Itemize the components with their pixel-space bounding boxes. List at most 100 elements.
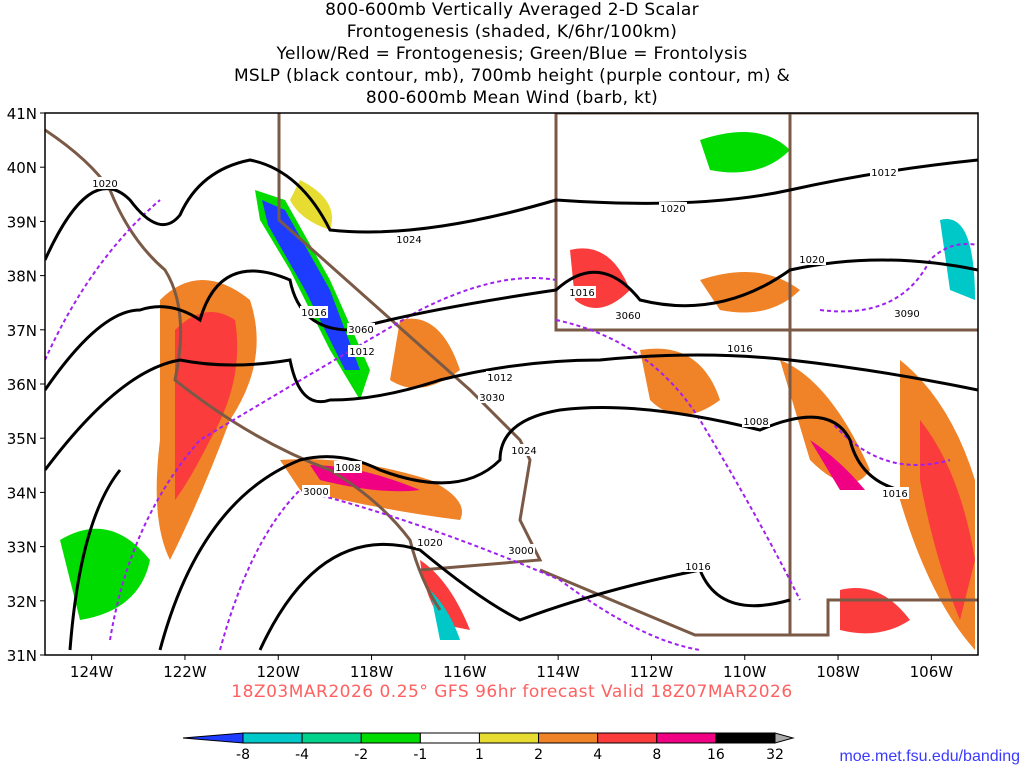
- frontogenesis-area: [175, 312, 238, 500]
- colorbar-swatch: [419, 732, 480, 744]
- colorbar-swatch: [301, 732, 362, 744]
- height-label: 3000: [508, 546, 533, 557]
- frontogenesis-area: [420, 560, 470, 630]
- label-background: [486, 371, 514, 383]
- lon-label: 106W: [910, 663, 954, 681]
- title-line-4: MSLP (black contour, mb), 700mb height (…: [233, 66, 791, 86]
- mslp-label: 1020: [417, 538, 442, 549]
- colorbar-tick: -8: [236, 747, 250, 763]
- frontolysis-area: [60, 528, 150, 620]
- mslp-label: 1020: [92, 179, 117, 190]
- frontogenesis-area: [640, 348, 720, 415]
- label-background: [870, 166, 898, 178]
- lat-label: 32N: [7, 593, 37, 611]
- colorbar-tick: -1: [413, 747, 427, 763]
- label-background: [478, 391, 506, 403]
- colorbar-max-arrow: [774, 732, 795, 744]
- label-background: [395, 233, 423, 245]
- mslp-label: 1016: [882, 489, 907, 500]
- lat-label: 39N: [7, 213, 37, 231]
- label-background: [684, 560, 712, 572]
- lon-label: 122W: [163, 663, 207, 681]
- mslp-label: 1016: [569, 288, 594, 299]
- label-background: [507, 544, 535, 556]
- colorbar-tick: 2: [534, 747, 543, 763]
- title-line-3: Yellow/Red = Frontogenesis; Green/Blue =…: [276, 44, 748, 64]
- label-background: [300, 306, 328, 318]
- height-label: 3090: [894, 309, 919, 320]
- label-background: [614, 309, 642, 321]
- lon-label: 110W: [723, 663, 767, 681]
- mslp-label: 1012: [871, 168, 896, 179]
- label-background: [742, 415, 770, 427]
- mslp-label: 1008: [335, 463, 360, 474]
- lat-label: 37N: [7, 322, 37, 340]
- label-background: [726, 342, 754, 354]
- credit-link[interactable]: moe.met.fsu.edu/banding: [839, 748, 1020, 765]
- frontolysis-area: [430, 590, 460, 640]
- colorbar-tick: -4: [295, 747, 309, 763]
- lat-label: 31N: [7, 647, 37, 665]
- label-background: [659, 202, 687, 214]
- colorbar-min-arrow: [182, 732, 244, 744]
- mslp-label: 1016: [727, 344, 752, 355]
- mslp-label: 1024: [396, 235, 421, 246]
- mslp-label: 1024: [511, 446, 536, 457]
- colorbar-tick: 1: [475, 747, 484, 763]
- colorbar-swatch: [656, 732, 717, 744]
- mslp-label: 1020: [799, 255, 824, 266]
- lon-label: 120W: [257, 663, 301, 681]
- lon-label: 118W: [350, 663, 394, 681]
- label-background: [347, 323, 375, 335]
- lat-label: 35N: [7, 430, 37, 448]
- label-background: [798, 253, 826, 265]
- label-background: [568, 286, 596, 298]
- colorbar-swatch: [478, 732, 540, 744]
- label-background: [881, 487, 909, 499]
- mslp-label: 1020: [660, 204, 685, 215]
- frontogenesis-area: [920, 420, 975, 620]
- lon-label: 114W: [536, 663, 580, 681]
- label-background: [302, 485, 330, 497]
- label-background: [91, 177, 119, 189]
- lat-label: 33N: [7, 539, 37, 557]
- colorbar-tick: 8: [652, 747, 661, 763]
- mslp-label: 1016: [685, 562, 710, 573]
- label-background: [510, 444, 538, 456]
- colorbar-swatch: [360, 732, 421, 744]
- lon-label: 116W: [443, 663, 487, 681]
- colorbar-swatch: [242, 732, 303, 744]
- colorbar-swatch: [538, 732, 599, 744]
- frontolysis-area: [940, 219, 975, 300]
- colorbar-tick: 4: [593, 747, 602, 763]
- label-background: [416, 536, 444, 548]
- lat-label: 34N: [7, 484, 37, 502]
- lat-label: 38N: [7, 268, 37, 286]
- lon-label: 112W: [630, 663, 674, 681]
- mslp-contours: [45, 158, 978, 651]
- mslp-label: 1012: [487, 373, 512, 384]
- frontogenesis-area: [780, 360, 870, 483]
- frontolysis-area: [700, 132, 790, 173]
- title-line-2: Frontogenesis (shaded, K/6hr/100km): [346, 22, 678, 42]
- colorbar-swatch: [597, 732, 658, 744]
- label-background: [334, 461, 362, 473]
- lat-label: 40N: [7, 159, 37, 177]
- label-background: [893, 307, 921, 319]
- mslp-label: 1016: [301, 308, 326, 319]
- lat-label: 41N: [7, 105, 37, 123]
- forecast-subtitle: 18Z03MAR2026 0.25° GFS 96hr forecast Val…: [231, 682, 793, 702]
- height-label: 3060: [615, 311, 640, 322]
- colorbar-tick: 16: [707, 747, 725, 763]
- height-label: 3000: [303, 487, 328, 498]
- lon-label: 108W: [816, 663, 860, 681]
- title-line-5: 800-600mb Mean Wind (barb, kt): [365, 88, 659, 108]
- title-line-1: 800-600mb Vertically Averaged 2-D Scalar: [325, 0, 699, 20]
- map-axes: 41N 40N 39N 38N 37N 36N 35N 34N 33N 32N 31N 124W 122…: [7, 105, 954, 681]
- mslp-label: 1008: [743, 417, 768, 428]
- contour-labels: 1020 1024 1020 1016 1016 1020 1016 1012 1012 1008…: [91, 166, 921, 573]
- lon-label: 124W: [70, 663, 114, 681]
- colorbar-tick: -2: [354, 747, 368, 763]
